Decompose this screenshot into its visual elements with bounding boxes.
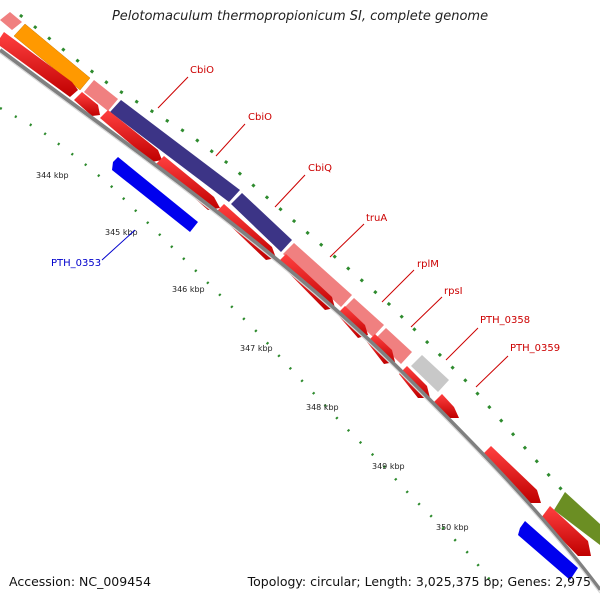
- gene-label-trua[interactable]: truA: [366, 213, 387, 224]
- tick-348: 348 kbp: [306, 403, 339, 412]
- cog-segment-grey: [411, 355, 449, 392]
- cog-segment-olive: [554, 492, 600, 545]
- cog-segment-light-red-5: [375, 328, 412, 364]
- cog-segment-light-red-2: [84, 80, 118, 111]
- map-title: Pelotomaculum thermopropionicum SI, comp…: [111, 9, 489, 24]
- tick-labels: 344 kbp 345 kbp 346 kbp 347 kbp 348 kbp …: [36, 171, 469, 532]
- gene-label-rpsi[interactable]: rpsI: [444, 286, 463, 297]
- cds-forward-4: [156, 156, 220, 210]
- genome-summary: Topology: circular; Length: 3,025,375 bp…: [247, 574, 591, 589]
- reverse-cds-track: [112, 157, 578, 580]
- cds-forward-10: [434, 394, 459, 418]
- gene-label-cbio-2[interactable]: CbiO: [248, 112, 272, 123]
- gene-label-pth-0353[interactable]: PTH_0353: [51, 258, 101, 269]
- cds-forward-12: [541, 506, 591, 556]
- tick-349: 349 kbp: [372, 462, 405, 471]
- gene-labels: CbiO CbiO CbiQ truA rplM rpsI PTH_0358 P…: [51, 65, 560, 354]
- cds-forward-1: [0, 32, 78, 97]
- cds-forward-11: [481, 446, 541, 503]
- gene-label-rplm[interactable]: rplM: [417, 259, 439, 270]
- cog-segment-purple-1: [110, 100, 240, 202]
- tick-350: 350 kbp: [436, 523, 469, 532]
- tick-345: 345 kbp: [105, 228, 138, 237]
- cog-track: [0, 12, 600, 545]
- cds-forward-2: [74, 92, 100, 116]
- tick-347: 347 kbp: [240, 344, 273, 353]
- gene-label-pth-0359[interactable]: PTH_0359: [510, 343, 560, 354]
- tick-346: 346 kbp: [172, 285, 205, 294]
- gene-label-cbio-1[interactable]: CbiO: [190, 65, 214, 76]
- accession-label: Accession: NC_009454: [9, 574, 152, 589]
- gene-label-leaders: [101, 76, 509, 388]
- gene-label-cbiq[interactable]: CbiQ: [308, 163, 332, 174]
- backbone: [0, 48, 600, 594]
- cds-forward-3: [100, 110, 162, 162]
- cog-segment-light-red-1: [0, 12, 22, 30]
- cog-segment-purple-2: [231, 193, 292, 252]
- tick-344: 344 kbp: [36, 171, 69, 180]
- cds-reverse-2: [518, 521, 578, 580]
- cog-segment-light-red-3: [283, 243, 352, 307]
- cog-segment-light-red-4: [343, 298, 384, 337]
- gene-label-pth-0358[interactable]: PTH_0358: [480, 315, 530, 326]
- cds-reverse-1: [112, 157, 198, 232]
